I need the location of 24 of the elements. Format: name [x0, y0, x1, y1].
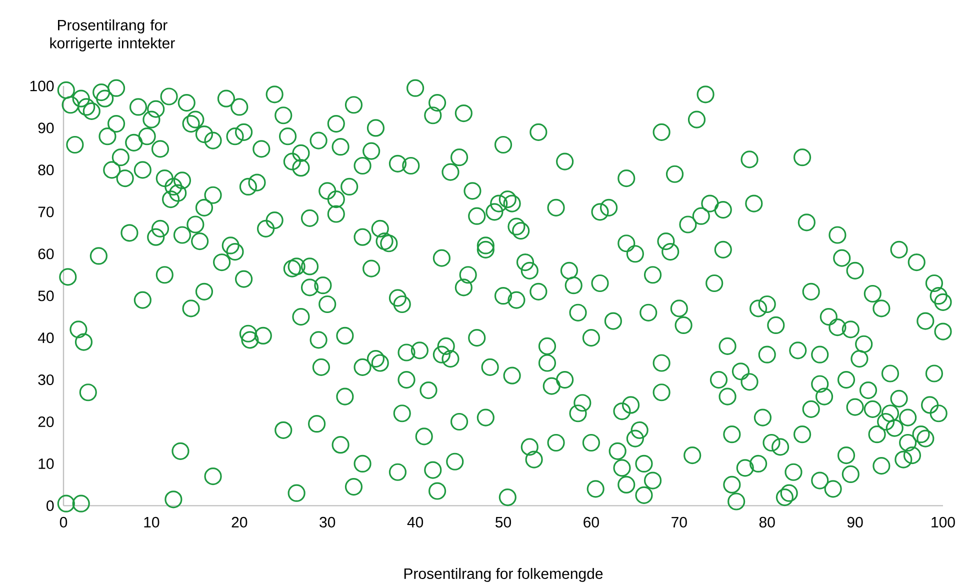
x-tick-label: 40 [407, 516, 424, 528]
y-tick-label: 80 [38, 164, 54, 176]
x-axis-title: Prosentilrang for folkemengde [404, 568, 603, 582]
y-tick-label: 70 [38, 206, 54, 218]
x-tick-label: 90 [847, 516, 863, 528]
y-tick-label: 20 [38, 416, 54, 428]
y-tick-label: 40 [38, 332, 54, 344]
x-tick-label: 60 [584, 516, 599, 528]
x-tick-label: 10 [144, 516, 160, 528]
y-tick-label: 100 [30, 80, 54, 92]
x-tick-label: 20 [232, 516, 248, 528]
y-tick-label: 30 [38, 374, 54, 386]
y-tick-label: 60 [38, 248, 54, 260]
y-tick-label: 10 [38, 458, 54, 470]
x-tick-label: 50 [496, 516, 511, 528]
x-tick-label: 70 [672, 516, 687, 528]
y-tick-label: 50 [38, 290, 54, 302]
x-tick-label: 30 [320, 516, 336, 528]
x-tick-label: 80 [759, 516, 775, 528]
x-tick-label: 100 [932, 516, 955, 528]
y-tick-label: 90 [38, 122, 54, 134]
x-tick-label: 0 [60, 516, 68, 528]
y-tick-label: 0 [46, 500, 54, 512]
y-axis-title: Prosentilrang for korrigerte inntekter [50, 19, 175, 52]
